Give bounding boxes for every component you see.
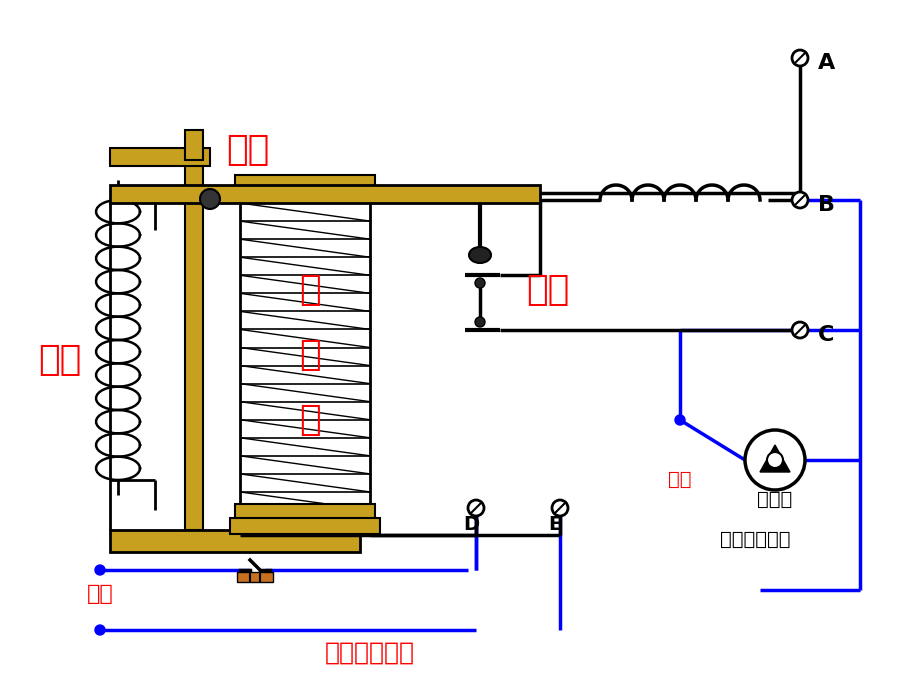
Circle shape xyxy=(199,189,220,209)
Text: 低压控制电路: 低压控制电路 xyxy=(324,641,414,665)
Circle shape xyxy=(551,500,567,516)
Text: B: B xyxy=(817,195,834,215)
Circle shape xyxy=(95,625,105,635)
Text: E: E xyxy=(548,515,561,534)
Text: 高压工作电路: 高压工作电路 xyxy=(719,530,789,549)
Bar xyxy=(110,530,359,552)
Ellipse shape xyxy=(469,247,491,263)
Text: 电源: 电源 xyxy=(86,584,113,604)
Text: 电动机: 电动机 xyxy=(756,490,792,509)
Bar xyxy=(110,148,210,166)
Circle shape xyxy=(791,50,807,66)
Text: 弹簧: 弹簧 xyxy=(39,343,82,377)
Circle shape xyxy=(791,322,807,338)
Polygon shape xyxy=(759,445,789,472)
Text: D: D xyxy=(462,515,479,534)
Text: 电源: 电源 xyxy=(667,470,691,489)
Bar xyxy=(234,504,375,524)
Text: A: A xyxy=(817,53,834,73)
Circle shape xyxy=(766,452,782,468)
Bar xyxy=(230,518,380,534)
Bar xyxy=(237,572,273,582)
Circle shape xyxy=(468,500,483,516)
Text: 衔铁: 衔铁 xyxy=(226,133,269,167)
Circle shape xyxy=(791,192,807,208)
Bar xyxy=(185,130,203,160)
Bar xyxy=(234,175,375,191)
Bar xyxy=(110,185,539,203)
Bar xyxy=(185,160,203,530)
Circle shape xyxy=(474,278,484,288)
Text: C: C xyxy=(817,325,834,345)
Circle shape xyxy=(95,565,105,575)
Circle shape xyxy=(744,430,804,490)
Text: 触点: 触点 xyxy=(526,273,569,307)
Text: 磁: 磁 xyxy=(299,338,321,372)
Bar xyxy=(240,185,369,510)
Text: 电: 电 xyxy=(299,273,321,307)
Circle shape xyxy=(474,317,484,327)
Text: 铁: 铁 xyxy=(299,403,321,437)
Circle shape xyxy=(675,415,685,425)
